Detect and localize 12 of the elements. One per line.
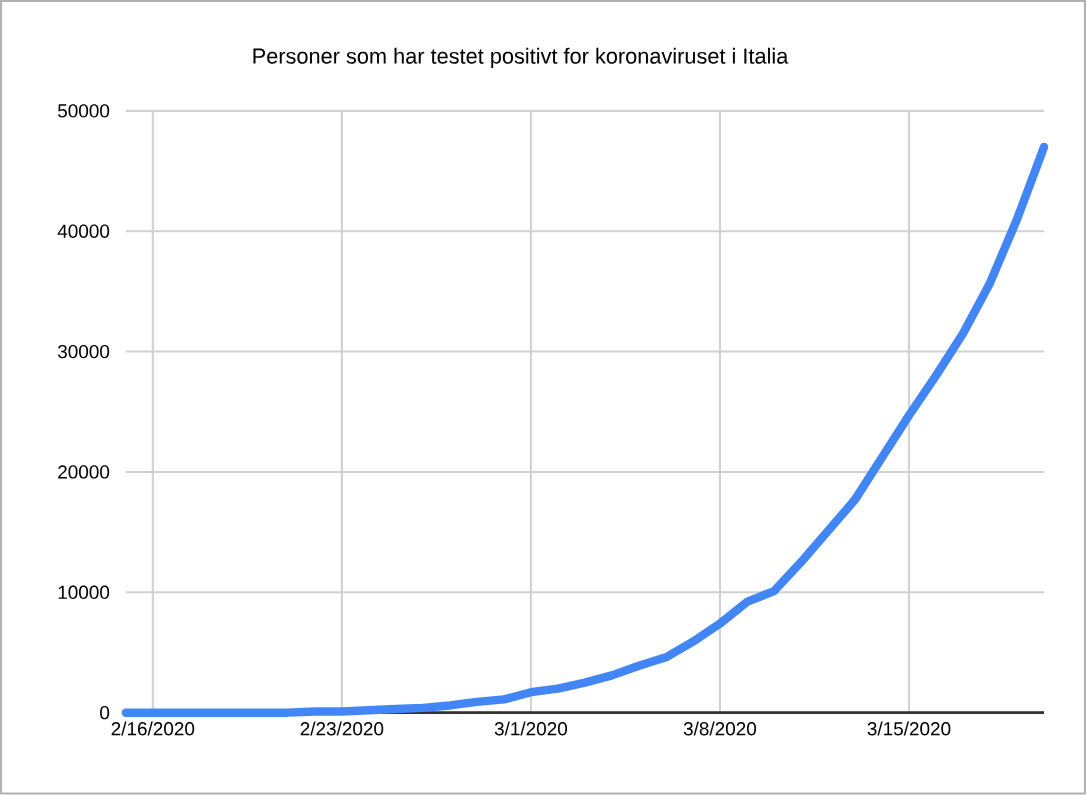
x-tick-label: 3/8/2020 — [683, 721, 757, 736]
x-tick-label: 3/1/2020 — [494, 721, 568, 736]
y-tick-label: 10000 — [58, 585, 110, 600]
y-tick-label: 50000 — [58, 104, 110, 118]
x-tick-label: 2/16/2020 — [111, 721, 195, 736]
y-tick-label: 40000 — [57, 224, 110, 239]
chart-title: Personer som har testet positivt for koronaviruset i Italia — [253, 48, 789, 69]
y-tick-label: 0 — [100, 706, 110, 720]
y-tick-label: 30000 — [57, 345, 110, 359]
y-tick-label: 20000 — [58, 465, 110, 479]
x-tick-label: 3/15/2020 — [867, 721, 951, 736]
x-tick-label: 2/23/2020 — [300, 721, 384, 736]
